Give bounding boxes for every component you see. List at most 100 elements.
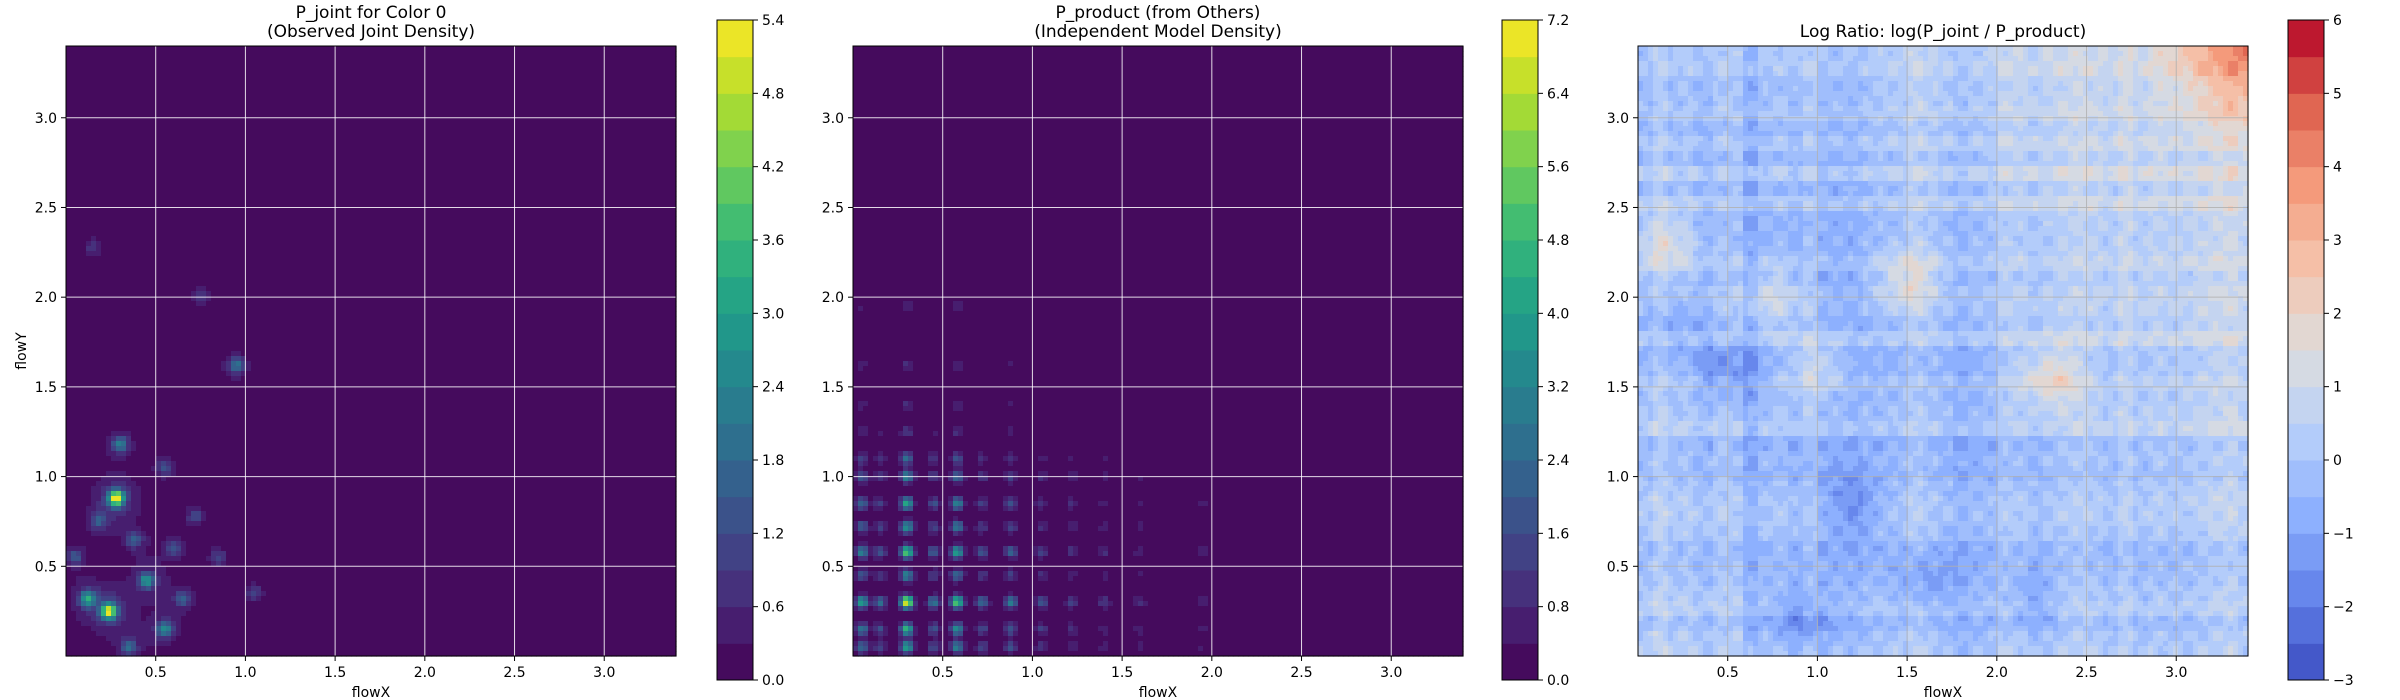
heatmap-cell	[341, 61, 347, 67]
heatmap-cell	[201, 116, 207, 122]
heatmap-cell	[376, 91, 382, 97]
heatmap-cell	[611, 131, 617, 137]
heatmap-cell	[646, 101, 652, 107]
heatmap-cell	[196, 101, 202, 107]
heatmap-cell	[271, 61, 277, 67]
heatmap-cell	[66, 61, 72, 67]
heatmap-cell	[556, 136, 562, 142]
heatmap-cell	[146, 91, 152, 97]
heatmap-cell	[536, 96, 542, 102]
heatmap-cell	[666, 71, 672, 77]
heatmap-cell	[91, 76, 97, 82]
heatmap-cell	[576, 111, 582, 117]
heatmap-cell	[321, 136, 327, 142]
heatmap-cell	[236, 116, 242, 122]
heatmap-cell	[441, 126, 447, 132]
heatmap-cell	[141, 71, 147, 77]
heatmap-cell	[76, 126, 82, 132]
heatmap-cell	[361, 111, 367, 117]
heatmap-cell	[121, 141, 127, 147]
heatmap-cell	[236, 131, 242, 137]
heatmap-cell	[86, 131, 92, 137]
heatmap-cell	[546, 146, 552, 152]
heatmap-cell	[596, 61, 602, 67]
heatmap-cell	[316, 141, 322, 147]
heatmap-cell	[211, 81, 217, 87]
heatmap-cell	[376, 56, 382, 62]
heatmap-cell	[386, 106, 392, 112]
heatmap-cell	[111, 96, 117, 102]
heatmap-cell	[351, 156, 357, 162]
heatmap-cell	[161, 116, 167, 122]
heatmap-cell	[381, 46, 387, 52]
heatmap-cell	[136, 71, 142, 77]
heatmap-cell	[626, 151, 632, 157]
heatmap-cell	[231, 121, 237, 127]
heatmap-cell	[581, 136, 587, 142]
heatmap-cell	[266, 106, 272, 112]
heatmap-cell	[76, 121, 82, 127]
heatmap-cell	[196, 151, 202, 157]
heatmap-cell	[491, 56, 497, 62]
heatmap-cell	[636, 121, 642, 127]
heatmap-cell	[81, 156, 87, 162]
heatmap-cell	[576, 116, 582, 122]
heatmap-cell	[331, 81, 337, 87]
heatmap-cell	[156, 61, 162, 67]
heatmap-cell	[651, 146, 657, 152]
heatmap-cell	[411, 61, 417, 67]
heatmap-cell	[641, 86, 647, 92]
heatmap-cell	[511, 91, 517, 97]
heatmap-cell	[431, 96, 437, 102]
heatmap-cell	[256, 141, 262, 147]
heatmap-cell	[136, 126, 142, 132]
heatmap-cell	[621, 101, 627, 107]
heatmap-cell	[116, 146, 122, 152]
heatmap-cell	[186, 146, 192, 152]
heatmap-cell	[296, 136, 302, 142]
heatmap-cell	[261, 111, 267, 117]
heatmap-cell	[421, 96, 427, 102]
heatmap-cell	[366, 71, 372, 77]
heatmap-cell	[486, 131, 492, 137]
heatmap-cell	[296, 151, 302, 157]
heatmap-cell	[461, 56, 467, 62]
heatmap-cell	[451, 156, 457, 162]
heatmap-cell	[556, 151, 562, 157]
heatmap-cell	[386, 61, 392, 67]
heatmap-cell	[456, 131, 462, 137]
heatmap-cell	[226, 146, 232, 152]
heatmap-cell	[631, 46, 637, 52]
heatmap-cell	[171, 151, 177, 157]
heatmap-cell	[556, 81, 562, 87]
heatmap-cell	[221, 56, 227, 62]
heatmap-cell	[436, 136, 442, 142]
heatmap-cell	[336, 146, 342, 152]
heatmap-cell	[631, 86, 637, 92]
heatmap-cell	[261, 61, 267, 67]
heatmap-cell	[161, 66, 167, 72]
heatmap-cell	[511, 76, 517, 82]
heatmap-cell	[661, 96, 667, 102]
heatmap-cell	[106, 111, 112, 117]
heatmap-cell	[496, 131, 502, 137]
heatmap-cell	[486, 56, 492, 62]
heatmap-cell	[316, 156, 322, 162]
heatmap-cell	[581, 81, 587, 87]
heatmap-cell	[501, 116, 507, 122]
heatmap-cell	[341, 51, 347, 57]
heatmap-cell	[546, 111, 552, 117]
heatmap-cell	[321, 96, 327, 102]
heatmap-cell	[386, 116, 392, 122]
heatmap-cell	[141, 46, 147, 52]
heatmap-cell	[521, 121, 527, 127]
heatmap-cell	[641, 136, 647, 142]
heatmap-cell	[406, 151, 412, 157]
heatmap-cell	[161, 121, 167, 127]
heatmap-cell	[406, 51, 412, 57]
heatmap-cell	[401, 111, 407, 117]
heatmap-cell	[586, 61, 592, 67]
heatmap-cell	[511, 51, 517, 57]
heatmap-cell	[81, 61, 87, 67]
heatmap-cell	[251, 76, 257, 82]
